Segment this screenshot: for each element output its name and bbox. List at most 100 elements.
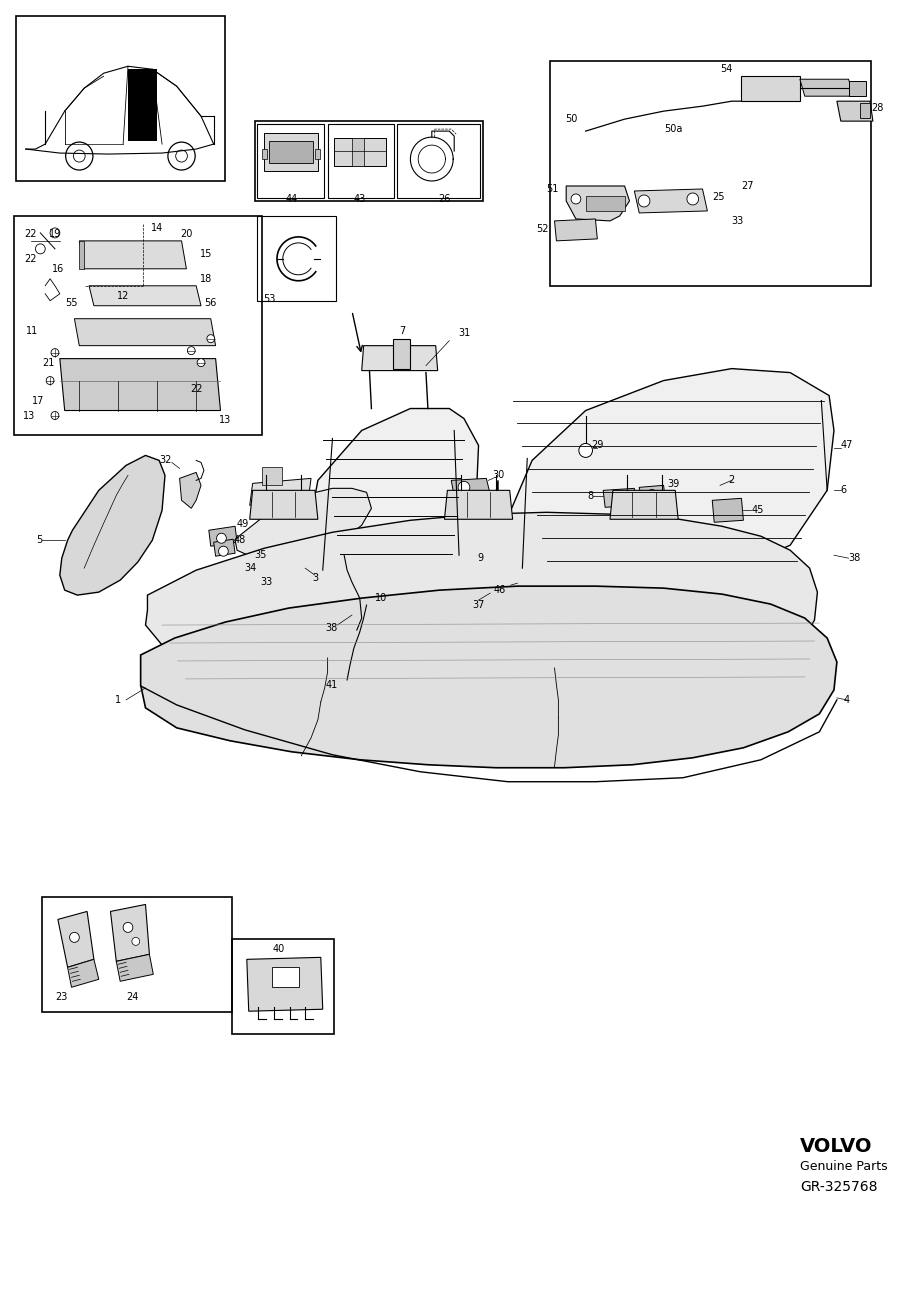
Circle shape [453, 572, 465, 585]
Text: 12: 12 [117, 291, 130, 301]
Polygon shape [214, 539, 235, 556]
Polygon shape [179, 473, 201, 508]
Circle shape [46, 377, 54, 385]
Text: 44: 44 [285, 194, 298, 204]
Text: 24: 24 [127, 992, 139, 1003]
Bar [16, 17, 226, 181]
Text: 52: 52 [536, 223, 549, 234]
Circle shape [51, 348, 59, 357]
Bar [263, 149, 267, 158]
Polygon shape [634, 188, 708, 213]
Polygon shape [89, 286, 201, 305]
Polygon shape [146, 512, 817, 685]
Text: 34: 34 [245, 564, 256, 573]
Polygon shape [490, 575, 525, 598]
Polygon shape [60, 359, 220, 410]
Polygon shape [140, 586, 837, 768]
Circle shape [687, 194, 699, 205]
Polygon shape [111, 904, 149, 961]
Text: 17: 17 [33, 395, 44, 405]
Circle shape [274, 560, 284, 570]
Bar [255, 121, 484, 201]
Text: 40: 40 [273, 944, 285, 955]
Polygon shape [235, 488, 371, 559]
Text: 41: 41 [325, 679, 337, 690]
Text: 22: 22 [190, 383, 202, 394]
Text: 32: 32 [159, 456, 172, 465]
Text: 51: 51 [546, 184, 558, 194]
Text: 20: 20 [180, 229, 193, 239]
Text: 49: 49 [236, 520, 249, 529]
Text: 21: 21 [42, 357, 54, 368]
Circle shape [176, 151, 188, 162]
Polygon shape [334, 138, 386, 166]
Circle shape [70, 933, 80, 942]
Text: 22: 22 [24, 229, 37, 239]
Circle shape [511, 572, 525, 585]
Text: 1: 1 [115, 695, 121, 705]
Text: 53: 53 [263, 294, 275, 304]
Bar [352, 138, 363, 166]
Text: 50: 50 [565, 114, 578, 125]
Text: VOLVO: VOLVO [800, 1138, 872, 1156]
Text: 33: 33 [260, 577, 272, 587]
Polygon shape [445, 490, 513, 520]
Polygon shape [250, 490, 318, 520]
Circle shape [515, 575, 520, 581]
Circle shape [123, 922, 133, 933]
Polygon shape [554, 220, 597, 240]
Polygon shape [741, 77, 800, 101]
Bar [550, 61, 871, 286]
Polygon shape [68, 960, 99, 987]
Bar [393, 339, 410, 369]
Circle shape [486, 577, 491, 583]
Text: 28: 28 [871, 103, 883, 113]
Circle shape [207, 335, 215, 343]
Text: 48: 48 [234, 535, 246, 546]
Text: 33: 33 [732, 216, 744, 226]
Circle shape [218, 546, 228, 556]
Polygon shape [640, 486, 666, 503]
Polygon shape [585, 196, 624, 210]
Text: 10: 10 [375, 594, 387, 603]
Text: 50a: 50a [664, 125, 682, 134]
Text: 8: 8 [587, 491, 593, 501]
Polygon shape [80, 240, 84, 269]
Bar [43, 898, 232, 1012]
Text: GR-325768: GR-325768 [800, 1179, 877, 1194]
Polygon shape [610, 490, 679, 520]
Polygon shape [74, 318, 216, 346]
Text: 4: 4 [843, 695, 850, 705]
Bar [14, 216, 263, 435]
Polygon shape [80, 240, 187, 269]
Text: 19: 19 [49, 229, 61, 239]
Text: 43: 43 [353, 194, 366, 204]
Bar [257, 125, 323, 197]
Text: 38: 38 [849, 553, 861, 564]
Text: 27: 27 [741, 181, 754, 191]
Text: 45: 45 [751, 505, 764, 516]
Polygon shape [60, 456, 165, 595]
Text: 15: 15 [199, 249, 212, 259]
Text: 22: 22 [24, 253, 37, 264]
Text: 35: 35 [254, 551, 266, 560]
Text: 9: 9 [477, 553, 484, 564]
Text: 56: 56 [205, 297, 217, 308]
Text: 13: 13 [219, 416, 232, 426]
Circle shape [461, 551, 477, 566]
Bar [861, 103, 870, 118]
Bar [272, 968, 299, 987]
Text: 7: 7 [400, 326, 406, 335]
Circle shape [73, 151, 85, 162]
Polygon shape [128, 69, 158, 142]
Polygon shape [58, 912, 94, 968]
Circle shape [188, 347, 195, 355]
Circle shape [168, 142, 195, 170]
Text: 37: 37 [472, 600, 485, 611]
Circle shape [35, 244, 45, 253]
Text: 13: 13 [23, 412, 34, 421]
Circle shape [414, 570, 426, 582]
Circle shape [50, 227, 60, 238]
Text: 2: 2 [728, 475, 735, 486]
Circle shape [65, 142, 93, 170]
